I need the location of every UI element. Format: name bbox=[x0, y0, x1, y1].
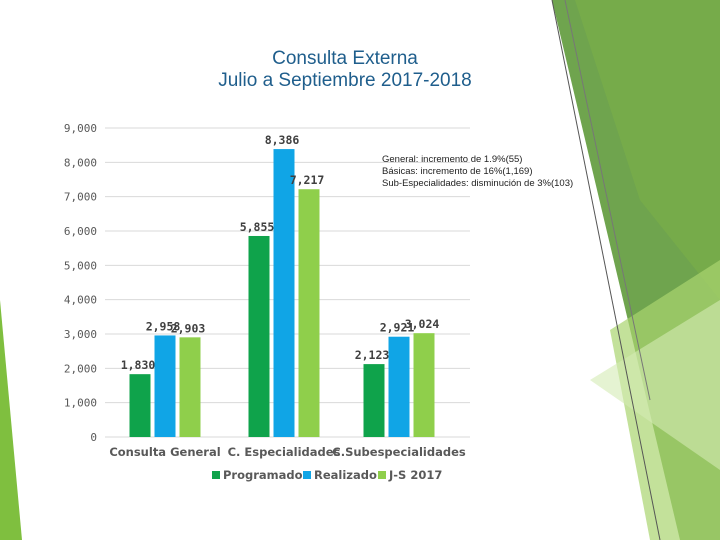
deco-line bbox=[551, 0, 661, 540]
category-label: Consulta General bbox=[109, 445, 220, 459]
data-label: 1,830 bbox=[121, 358, 156, 372]
y-tick-label: 4,000 bbox=[64, 294, 97, 307]
note-general: General: incremento de 1.9%(55) bbox=[382, 154, 523, 165]
bar bbox=[388, 336, 410, 437]
slide-title-line2: Julio a Septiembre 2017-2018 bbox=[218, 70, 472, 91]
bar bbox=[248, 235, 270, 437]
deco-line-2 bbox=[564, 0, 651, 401]
legend-label: Realizado bbox=[314, 468, 377, 482]
y-tick-label: 0 bbox=[90, 431, 97, 444]
y-tick-label: 6,000 bbox=[64, 225, 97, 238]
bar bbox=[363, 364, 385, 437]
y-tick-label: 8,000 bbox=[64, 156, 97, 169]
data-label: 2,903 bbox=[171, 321, 206, 335]
bar bbox=[298, 189, 320, 437]
y-tick-label: 5,000 bbox=[64, 259, 97, 272]
legend-swatch bbox=[212, 471, 220, 479]
y-tick-label: 9,000 bbox=[64, 122, 97, 135]
y-tick-label: 7,000 bbox=[64, 191, 97, 204]
data-label: 2,921 bbox=[380, 321, 415, 335]
slide-title-line1: Consulta Externa bbox=[272, 48, 418, 69]
bar bbox=[179, 337, 201, 437]
data-label: 2,123 bbox=[355, 348, 390, 362]
deco-pale-band bbox=[590, 300, 720, 470]
legend-label: J-S 2017 bbox=[388, 468, 442, 482]
note-basicas: Básicas: incremento de 16%(1,169) bbox=[382, 166, 533, 177]
deco-mid-band bbox=[575, 0, 720, 300]
bar bbox=[129, 374, 151, 437]
legend-swatch bbox=[378, 471, 386, 479]
bar bbox=[273, 149, 295, 437]
y-tick-label: 1,000 bbox=[64, 397, 97, 410]
data-label: 3,024 bbox=[405, 317, 440, 331]
legend-swatch bbox=[303, 471, 311, 479]
bar bbox=[154, 335, 176, 437]
data-label: 8,386 bbox=[265, 133, 300, 147]
data-label: 5,855 bbox=[240, 220, 275, 234]
data-label: 2,958 bbox=[146, 319, 181, 333]
category-label: C. Especialidades bbox=[228, 445, 341, 459]
legend-label: Programado bbox=[223, 468, 303, 482]
category-label: C.Subespecialidades bbox=[332, 445, 466, 459]
y-tick-label: 2,000 bbox=[64, 362, 97, 375]
deco-left-sliver bbox=[0, 300, 22, 540]
note-subespecialidades: Sub-Especialidades: disminución de 3%(10… bbox=[382, 178, 574, 189]
bar bbox=[413, 333, 435, 437]
data-label: 7,217 bbox=[290, 173, 325, 187]
y-tick-label: 3,000 bbox=[64, 328, 97, 341]
